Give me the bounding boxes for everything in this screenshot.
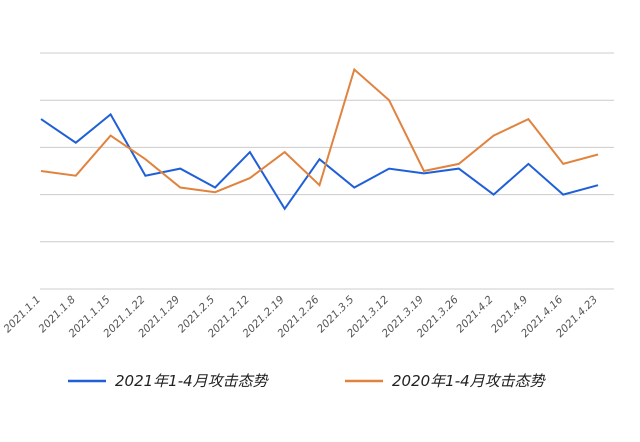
series-line-1 [40,112,599,211]
x-tick-label: 2021.4.2 [454,293,496,335]
series-lines [40,67,599,211]
x-axis-tick-labels: 2021.1.12021.1.82021.1.152021.1.222021.1… [2,293,601,340]
legend: 2021年1-4月攻击态势 2020年1-4月攻击态势 [68,372,547,390]
x-tick-label: 2021.1.1 [2,294,44,336]
legend-label-1: 2021年1-4月攻击态势 [115,372,270,390]
gridlines [40,52,614,290]
legend-label-2: 2020年1-4月攻击态势 [392,372,547,390]
series-line-2 [40,67,599,194]
